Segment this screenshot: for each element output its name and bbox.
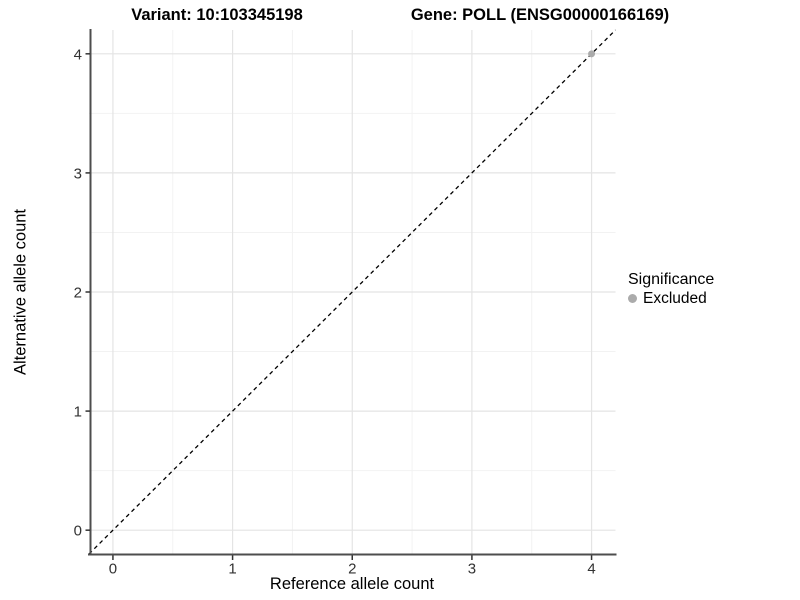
x-tick-label: 3 <box>468 561 476 578</box>
y-tick-label: 4 <box>74 46 82 63</box>
y-tick-label: 3 <box>74 165 82 182</box>
plot-title-variant: Variant: 10:103345198 <box>131 6 303 24</box>
y-tick-label: 1 <box>74 404 82 421</box>
x-tick-label: 2 <box>348 561 356 578</box>
plot-title-gene: Gene: POLL (ENSG00000166169) <box>410 6 670 24</box>
y-tick-label: 2 <box>74 285 82 302</box>
x-tick-label: 1 <box>228 561 236 578</box>
data-point <box>588 50 596 58</box>
legend-item-label: Excluded <box>643 289 707 307</box>
y-axis-title: Alternative allele count <box>11 208 30 376</box>
identity-dashed-line <box>88 29 616 555</box>
legend-point-icon <box>628 294 637 303</box>
legend-item-excluded: Excluded <box>628 289 714 308</box>
x-tick-label: 4 <box>587 561 595 578</box>
x-axis-title: Reference allele count <box>269 575 435 593</box>
legend: Significance Excluded <box>628 270 714 308</box>
legend-title: Significance <box>628 271 715 288</box>
x-tick-label: 0 <box>109 561 117 578</box>
y-tick-label: 0 <box>74 523 82 540</box>
